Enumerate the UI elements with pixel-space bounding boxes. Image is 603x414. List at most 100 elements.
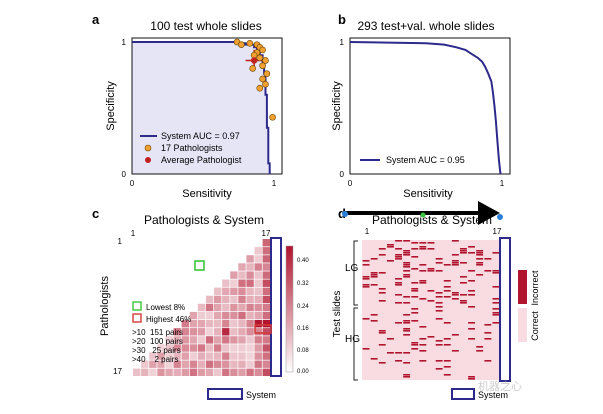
incorrect-cell xyxy=(451,240,459,242)
incorrect-cell xyxy=(403,296,411,298)
heatmap-cell xyxy=(189,368,198,376)
panel-d-ylabel: Test slides xyxy=(332,291,343,338)
heatmap-cell xyxy=(214,320,222,328)
heatmap-cell xyxy=(222,328,230,336)
incorrect-cell xyxy=(476,262,484,264)
incorrect-cell xyxy=(403,314,411,316)
heatmap-cell xyxy=(222,303,230,312)
panel-b-title: 293 test+val. whole slides xyxy=(357,19,494,33)
incorrect-cell xyxy=(435,310,443,312)
panel-b-ytick-0: 0 xyxy=(340,170,345,179)
panel-c-title: Pathologists & System xyxy=(144,213,264,227)
incorrect-cell xyxy=(435,344,443,346)
panel-d-system-column xyxy=(499,237,511,382)
incorrect-cell xyxy=(476,350,484,352)
heatmap-cell xyxy=(173,336,181,344)
incorrect-cell xyxy=(403,376,411,378)
colorbar-tick: 0.24 xyxy=(297,304,309,310)
incorrect-cell xyxy=(460,252,467,254)
heatmap-cell xyxy=(254,287,262,295)
pathologist-point xyxy=(262,80,269,88)
pathologist-point xyxy=(256,54,264,62)
heatmap-cell xyxy=(230,271,238,279)
watermark-text: 机器之心 xyxy=(478,379,522,393)
heatmap-cell xyxy=(246,311,254,320)
incorrect-cell xyxy=(419,298,427,300)
heatmap-cell xyxy=(197,368,206,376)
incorrect-cell xyxy=(476,254,484,256)
incorrect-cell xyxy=(419,270,427,272)
heatmap-cell xyxy=(214,303,222,312)
heatmap-cell xyxy=(238,287,246,295)
heatmap-cell xyxy=(246,320,254,328)
heatmap-cell xyxy=(222,336,230,344)
incorrect-cell xyxy=(476,252,484,254)
incorrect-cell xyxy=(460,262,467,264)
incorrect-cell xyxy=(403,352,411,354)
heatmap-cell xyxy=(230,311,238,320)
incorrect-cell xyxy=(403,330,411,332)
incorrect-cell xyxy=(476,258,484,260)
incorrect-cell xyxy=(468,270,475,272)
incorrect-cell xyxy=(443,338,451,340)
average-pathologist-point xyxy=(250,57,258,64)
legend-lowest-swatch xyxy=(132,301,142,311)
incorrect-cell xyxy=(419,338,427,340)
incorrect-cell xyxy=(403,254,411,256)
incorrect-cell xyxy=(468,280,475,282)
heatmap-cell xyxy=(222,352,230,360)
heatmap-cell xyxy=(246,303,254,312)
incorrect-cell xyxy=(451,262,459,264)
heatmap-cell xyxy=(262,263,270,271)
heatmap-cell xyxy=(205,320,214,328)
heatmap-cell xyxy=(205,311,214,320)
heatmap-cell xyxy=(262,311,270,320)
incorrect-cell xyxy=(468,338,475,340)
heatmap-cell xyxy=(262,336,270,344)
pathologist-point xyxy=(259,62,266,70)
panel-c-tick-left-top: 1 xyxy=(118,237,123,246)
incorrect-cell xyxy=(411,344,419,346)
heatmap-cell xyxy=(197,311,206,320)
heatmap-cell xyxy=(262,271,270,279)
incorrect-cell xyxy=(362,276,370,278)
heatmap-cell xyxy=(222,368,230,376)
heatmap-cell xyxy=(262,239,270,247)
legend-pathologists-swatch xyxy=(144,144,152,152)
heatmap-cell xyxy=(254,328,262,336)
panel-b-axes-frame xyxy=(349,37,511,175)
heatmap-cell xyxy=(189,328,198,336)
incorrect-cell xyxy=(451,260,459,262)
heatmap-cell xyxy=(141,368,149,376)
heatmap-cell xyxy=(149,352,157,360)
incorrect-cell xyxy=(435,262,443,264)
incorrect-cell xyxy=(378,292,386,294)
legend-incorrect-label: Incorrect xyxy=(530,270,540,306)
heatmap-cell xyxy=(254,271,262,279)
heatmap-cell xyxy=(246,352,254,360)
panel-a-legend: System AUC = 0.97 17 Pathologists Averag… xyxy=(140,131,242,165)
incorrect-cell xyxy=(378,288,386,290)
legend-system-label: System AUC = 0.97 xyxy=(161,131,240,141)
incorrect-cell xyxy=(395,240,402,242)
panel-d-lg-bracket xyxy=(353,240,358,306)
heatmap-cell xyxy=(189,311,198,320)
heatmap-cell xyxy=(189,336,198,344)
incorrect-cell xyxy=(362,318,370,320)
incorrect-cell xyxy=(492,298,500,300)
heatmap-cell xyxy=(222,279,230,287)
legend-correct-swatch xyxy=(518,308,527,342)
incorrect-cell xyxy=(419,280,427,282)
incorrect-cell xyxy=(476,250,484,252)
incorrect-cell xyxy=(468,290,475,292)
heatmap-cell xyxy=(238,368,246,376)
heatmap-cell xyxy=(173,328,181,336)
heatmap-cell xyxy=(149,360,157,368)
heatmap-cell xyxy=(230,328,238,336)
incorrect-cell xyxy=(427,300,435,302)
incorrect-cell xyxy=(378,272,386,274)
incorrect-cell xyxy=(492,312,500,314)
heatmap-cell xyxy=(214,328,222,336)
heatmap-cell xyxy=(149,368,157,376)
heatmap-cell xyxy=(254,352,262,360)
